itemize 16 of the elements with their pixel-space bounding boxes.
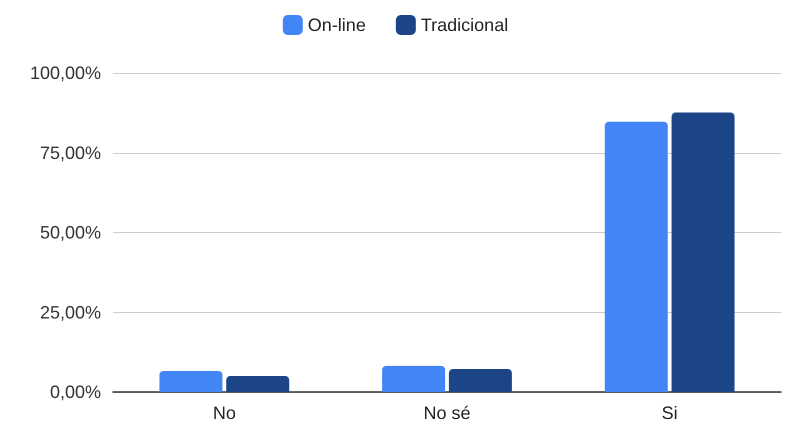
- legend-label: Tradicional: [420, 15, 508, 35]
- bar: [226, 376, 290, 392]
- x-tick-label: No sé: [423, 403, 471, 423]
- y-tick-label: 50,00%: [40, 222, 101, 242]
- y-tick-label: 0,00%: [50, 382, 101, 402]
- bar: [159, 370, 222, 392]
- bar: [604, 122, 668, 392]
- x-tick-label: Si: [662, 403, 678, 423]
- bar: [672, 112, 735, 392]
- bar: [382, 366, 446, 392]
- y-tick-label: 100,00%: [30, 63, 101, 83]
- y-tick-label: 75,00%: [40, 142, 101, 163]
- legend-label: On-line: [308, 15, 366, 35]
- y-tick-label: 25,00%: [40, 302, 101, 322]
- x-tick-label: No: [212, 403, 236, 423]
- bar: [448, 369, 512, 392]
